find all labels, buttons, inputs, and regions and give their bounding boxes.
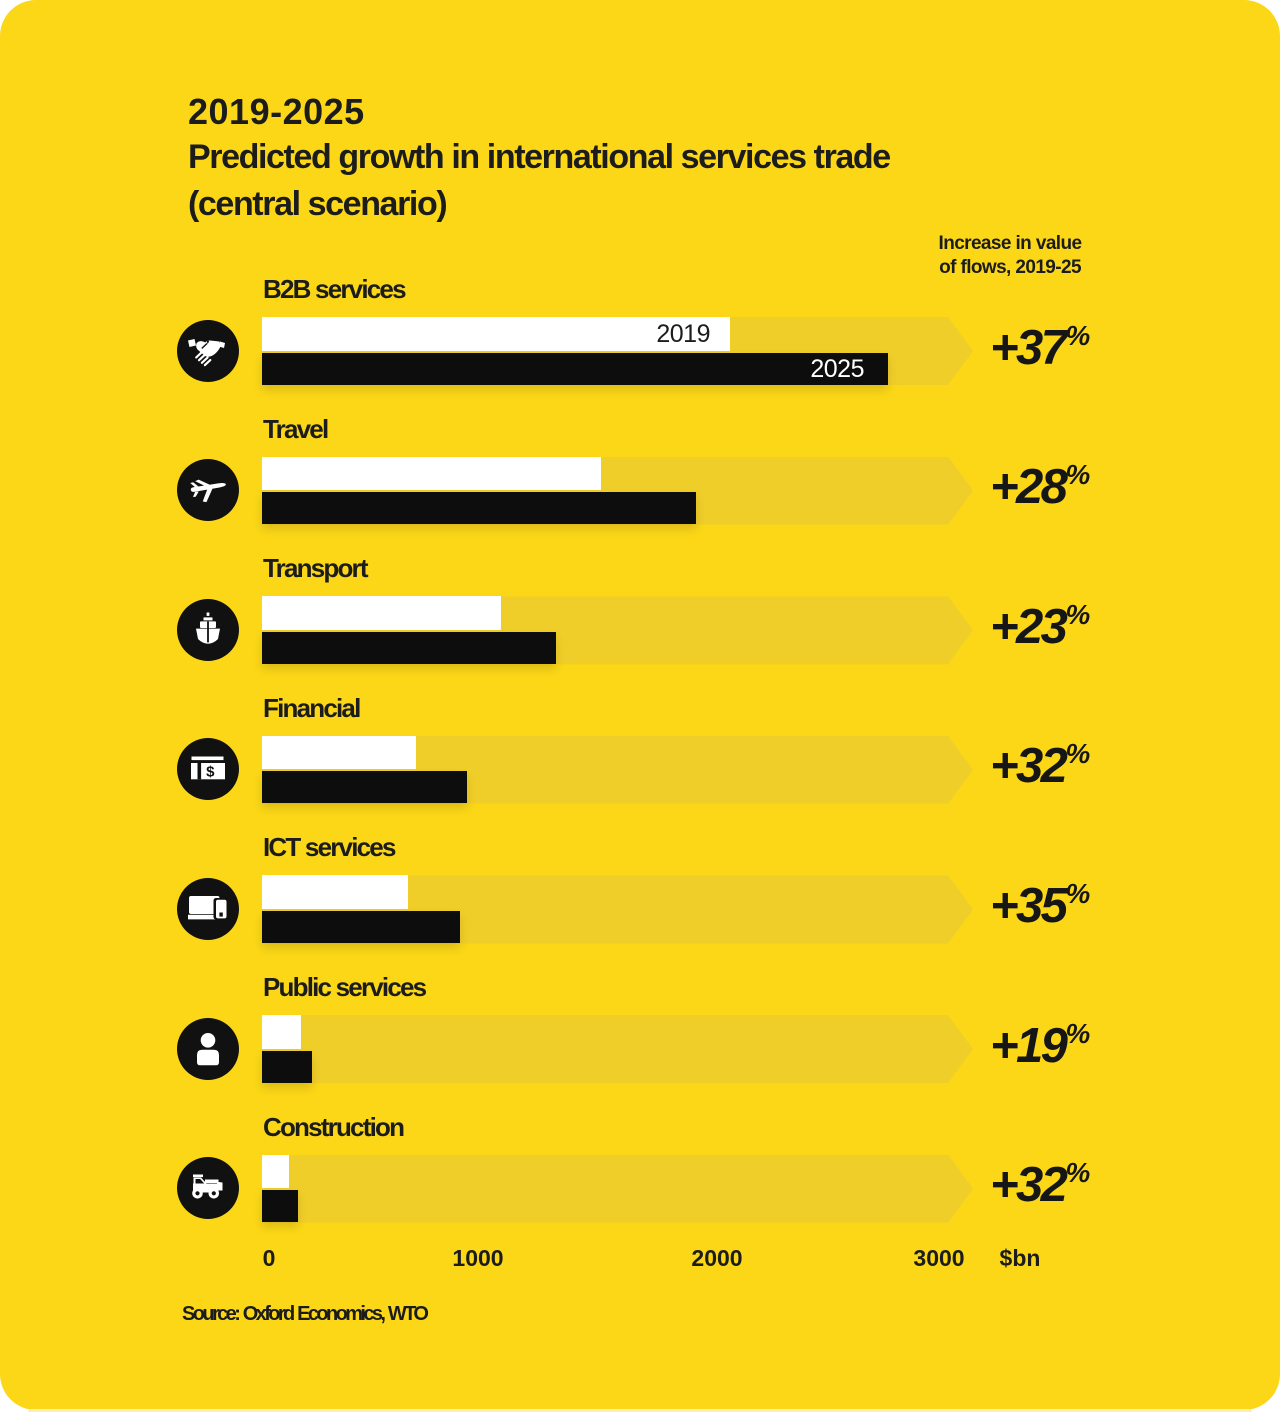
svg-text:$: $ [206,764,215,781]
